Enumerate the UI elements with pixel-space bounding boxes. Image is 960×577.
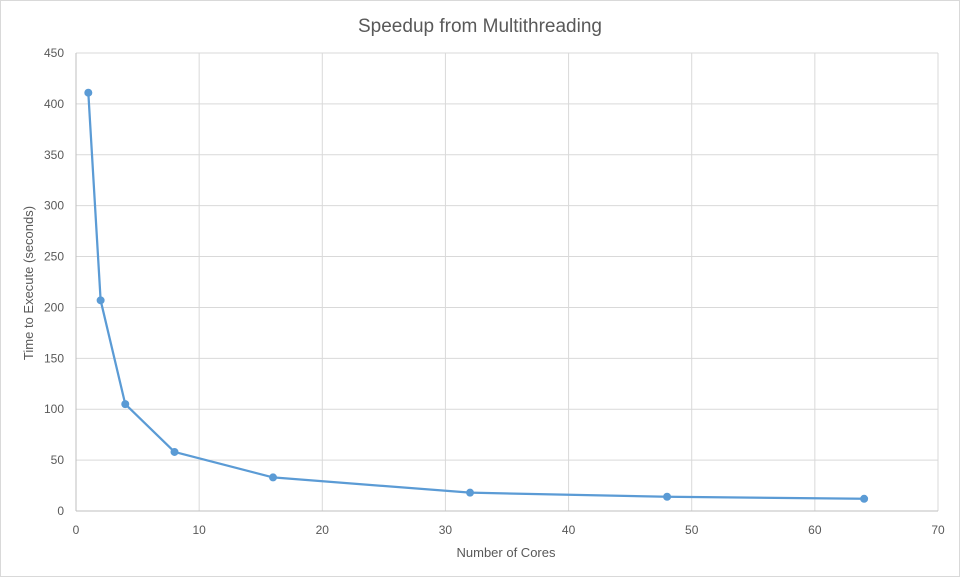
x-tick-label: 40 <box>562 523 576 537</box>
y-tick-label: 0 <box>57 504 64 518</box>
y-tick-label: 400 <box>44 97 64 111</box>
series-line <box>87 92 865 500</box>
chart-title: Speedup from Multithreading <box>358 16 602 37</box>
data-point <box>170 447 179 456</box>
x-tick-label: 0 <box>73 523 80 537</box>
y-tick-label: 450 <box>44 46 64 60</box>
y-tick-label: 150 <box>44 351 64 365</box>
x-tick-label: 30 <box>439 523 453 537</box>
x-tick-label: 10 <box>192 523 206 537</box>
y-tick-label: 300 <box>44 199 64 213</box>
x-tick-label: 60 <box>808 523 822 537</box>
data-point <box>121 400 130 409</box>
axes <box>75 53 938 512</box>
y-axis-label: Time to Execute (seconds) <box>21 206 36 360</box>
data-point <box>860 494 869 503</box>
x-axis-label: Number of Cores <box>457 545 556 560</box>
tick-labels: 0 50 100 150 200 250 300 350 400 450 0 10 20 30 40 50 60… <box>44 46 945 537</box>
data-point <box>466 488 475 497</box>
y-tick-label: 100 <box>44 402 64 416</box>
series-layer <box>84 88 869 503</box>
y-tick-label: 250 <box>44 250 64 264</box>
grid-lines <box>76 52 939 511</box>
data-point <box>84 88 93 97</box>
data-point <box>96 296 105 305</box>
y-tick-label: 200 <box>44 300 64 314</box>
y-tick-label: 50 <box>51 453 65 467</box>
x-tick-label: 50 <box>685 523 699 537</box>
x-tick-label: 20 <box>316 523 330 537</box>
data-point <box>269 473 278 482</box>
x-tick-label: 70 <box>931 523 945 537</box>
data-point <box>663 492 672 501</box>
y-tick-label: 350 <box>44 148 64 162</box>
